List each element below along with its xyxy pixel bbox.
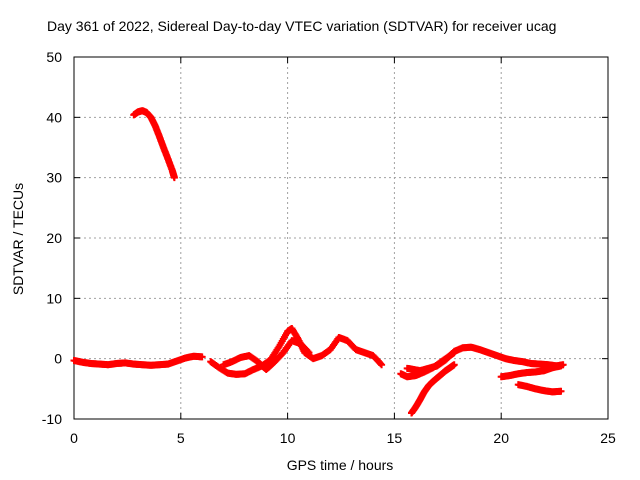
y-tick-label: -10 bbox=[42, 411, 62, 427]
series-seg2 bbox=[130, 107, 178, 182]
x-tick-label: 20 bbox=[493, 430, 509, 446]
x-axis-label: GPS time / hours bbox=[286, 457, 394, 473]
data-point bbox=[378, 361, 386, 369]
x-tick-label: 0 bbox=[70, 430, 78, 446]
series-seg8 bbox=[497, 362, 565, 381]
data-point bbox=[198, 353, 206, 361]
x-tick-label: 25 bbox=[600, 430, 616, 446]
data-point bbox=[450, 361, 458, 369]
series-seg1 bbox=[70, 352, 206, 369]
data-point bbox=[377, 360, 385, 368]
y-tick-label: 40 bbox=[46, 109, 62, 125]
series-seg6 bbox=[407, 361, 458, 417]
data-point bbox=[304, 348, 312, 356]
y-tick-label: 50 bbox=[46, 49, 62, 65]
chart-title: Day 361 of 2022, Sidereal Day-to-day VTE… bbox=[47, 18, 557, 34]
data-point bbox=[557, 387, 565, 395]
y-tick-label: 20 bbox=[46, 230, 62, 246]
data-point bbox=[450, 349, 458, 357]
series-seg7 bbox=[397, 349, 458, 381]
data-point bbox=[170, 174, 178, 182]
y-tick-label: 10 bbox=[46, 290, 62, 306]
x-tick-label: 5 bbox=[177, 430, 185, 446]
data-point bbox=[305, 349, 313, 357]
series-seg9 bbox=[514, 381, 565, 396]
y-tick-label: 30 bbox=[46, 170, 62, 186]
x-tick-label: 15 bbox=[387, 430, 403, 446]
series-seg3 bbox=[207, 325, 386, 378]
data-point bbox=[557, 362, 565, 370]
x-tick-label: 10 bbox=[280, 430, 296, 446]
y-tick-label: 0 bbox=[54, 351, 62, 367]
series-seg4 bbox=[220, 337, 313, 374]
